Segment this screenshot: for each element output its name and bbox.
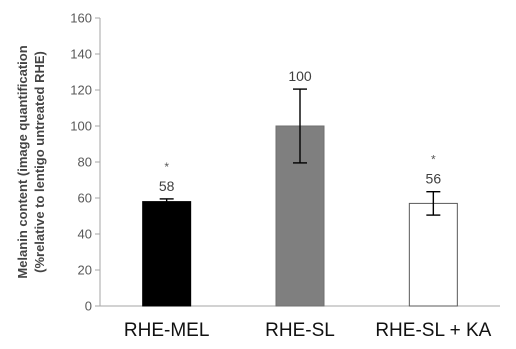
significance-marker: *	[431, 153, 436, 167]
y-tick-label: 160	[70, 11, 92, 26]
x-tick-label: RHE-SL	[265, 320, 335, 341]
x-tick-label: RHE-SL + KA	[375, 320, 491, 341]
y-tick-label: 80	[78, 155, 92, 170]
y-axis-title-line: (%relative to lentigo untreated RHE)	[32, 51, 47, 273]
data-label: 100	[288, 68, 312, 84]
y-axis-title: Melanin content (image quantification (%r…	[15, 45, 47, 278]
y-tick-label: 0	[85, 299, 92, 314]
data-label: 58	[159, 178, 175, 194]
significance-marker: *	[164, 160, 169, 174]
error-bars	[159, 88, 441, 216]
y-tick-label: 40	[78, 227, 92, 242]
y-tick-label: 140	[70, 47, 92, 62]
y-axis: 0 20 40 60 80 100 120 140 160	[70, 11, 101, 314]
bar-rhe-sl-ka	[408, 202, 458, 307]
x-tick-label: RHE-MEL	[124, 320, 210, 341]
y-axis-title-line: Melanin content (image quantification	[15, 45, 30, 278]
x-axis: RHE-MEL RHE-SL RHE-SL + KA	[100, 305, 500, 341]
data-label: 56	[426, 171, 442, 187]
y-tick-label: 60	[78, 191, 92, 206]
bar-rhe-mel	[142, 201, 192, 307]
y-tick-label: 100	[70, 119, 92, 134]
data-labels: 58 * 100 56 *	[159, 68, 441, 194]
y-tick-label: 120	[70, 83, 92, 98]
y-tick-label: 20	[78, 263, 92, 278]
